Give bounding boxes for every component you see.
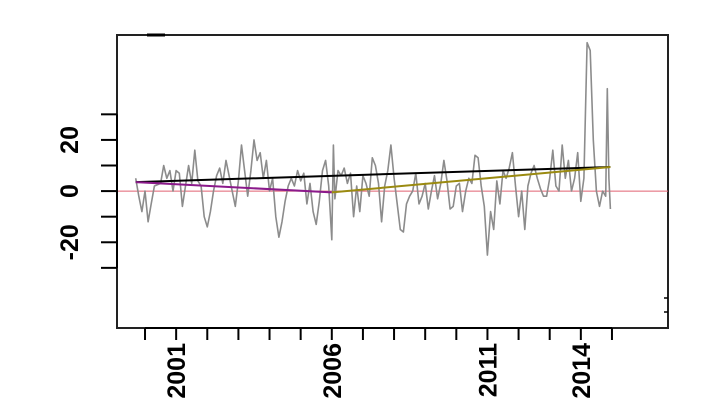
x-tick-label: 2014 bbox=[568, 343, 596, 399]
y-tick-label: -20 bbox=[56, 224, 84, 260]
overall-trend-line bbox=[135, 166, 611, 184]
trend-line-2006-2014 bbox=[331, 166, 611, 194]
y-tick-label: 20 bbox=[56, 126, 84, 154]
trend-line-2000-2006 bbox=[135, 181, 332, 194]
x-tick-label: 2006 bbox=[319, 343, 347, 399]
monthly-series-line bbox=[134, 41, 612, 256]
plot-frame bbox=[116, 34, 669, 329]
x-tick-label: 2011 bbox=[474, 343, 502, 397]
x-tick-label: 2001 bbox=[163, 343, 191, 399]
y-tick-label: 0 bbox=[56, 184, 84, 198]
